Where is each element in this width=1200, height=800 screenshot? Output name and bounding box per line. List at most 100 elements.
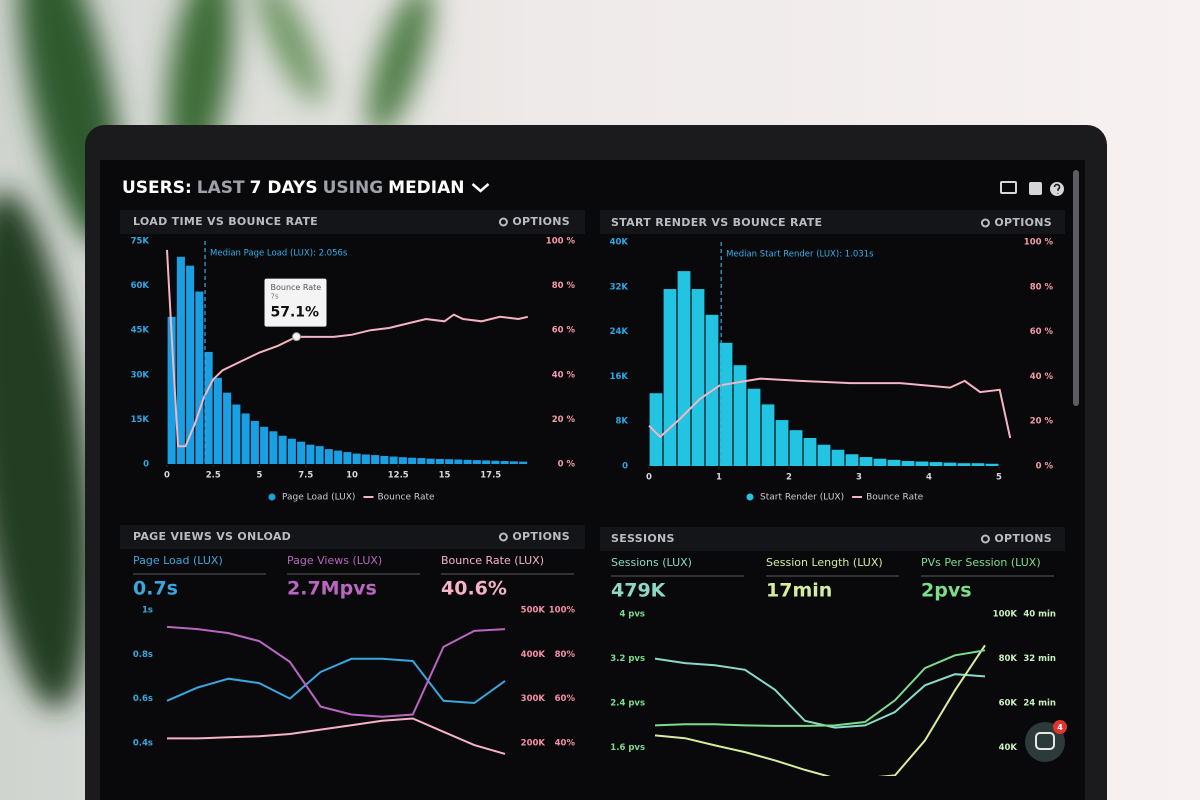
legend-label: Bounce Rate (377, 493, 435, 503)
histogram-bar (324, 449, 333, 464)
panel-title: PAGE VIEWS VS ONLOAD (133, 530, 291, 543)
histogram-bar (482, 460, 491, 464)
y-tick-label: 8K (615, 417, 628, 427)
tooltip-title: Bounce Rate (271, 283, 322, 292)
y-tick-label: 16K (610, 372, 629, 382)
scrollbar[interactable] (1073, 170, 1079, 406)
stat-label: PVs Per Session (LUX) (921, 556, 1041, 569)
y2-tick-label: 60 % (1030, 327, 1054, 337)
x-tick-label: 2.5 (206, 471, 221, 481)
histogram-bar (803, 438, 817, 466)
y-tick-label: 30K (131, 370, 150, 380)
histogram-bar (232, 404, 241, 464)
y-tick-label: 60K (131, 281, 150, 291)
y-tick-label: 0.6s (133, 694, 153, 704)
histogram-bar (352, 453, 361, 464)
monitor-icon[interactable] (1000, 181, 1017, 194)
page-title: USERS: LAST 7 DAYS USING MEDIAN (122, 178, 465, 198)
range-dropdown[interactable] (471, 183, 490, 193)
options-gear[interactable] (980, 534, 990, 544)
help-icon[interactable] (1050, 182, 1064, 196)
stat-value: 17min (766, 580, 832, 602)
stat-value: 40.6% (441, 578, 507, 600)
histogram-bar (213, 377, 222, 464)
stat-value: 2pvs (921, 580, 972, 602)
line-series (654, 657, 986, 729)
x-tick-label: 12.5 (388, 471, 409, 481)
options-gear[interactable] (498, 532, 508, 542)
x-tick-label: 4 (926, 473, 932, 483)
y-tick-label: 1s (142, 606, 153, 616)
y2-tick-label: 80 % (1030, 282, 1054, 292)
histogram-bar (761, 404, 775, 466)
y2-tick-label: 500K (521, 606, 546, 616)
y3-tick-label: 60% (555, 694, 576, 704)
histogram-bar (269, 431, 278, 464)
y2-tick-label: 0 % (1036, 462, 1054, 472)
y2-tick-label: 100 % (1024, 238, 1054, 248)
options-gear[interactable] (498, 217, 508, 227)
panel-title: SESSIONS (611, 532, 675, 545)
share-icon[interactable] (1029, 182, 1042, 195)
title-part: LAST (197, 178, 245, 198)
histogram-bar (315, 446, 324, 464)
y2-tick-label: 100 % (546, 237, 576, 247)
line-series (166, 249, 529, 448)
histogram-bar (361, 454, 370, 464)
y-tick-label: 32K (610, 282, 629, 292)
histogram-bar (509, 461, 518, 464)
histogram-bar (747, 388, 761, 466)
histogram-bar (663, 289, 677, 466)
options-button[interactable]: OPTIONS (512, 530, 570, 543)
histogram-bar (398, 457, 407, 464)
options-button[interactable]: OPTIONS (994, 532, 1052, 545)
histogram-bar (691, 289, 705, 466)
stat-label: Page Load (LUX) (133, 554, 223, 567)
stat-value: 2.7Mpvs (287, 578, 377, 600)
options-button[interactable]: OPTIONS (994, 216, 1052, 229)
chat-icon (1035, 732, 1055, 750)
histogram-bar (250, 420, 259, 464)
line-series (654, 644, 986, 776)
x-tick-label: 3 (856, 473, 862, 483)
histogram-bar (649, 393, 663, 466)
chat-button[interactable] (1025, 722, 1065, 762)
options-button[interactable]: OPTIONS (512, 215, 570, 228)
panel-title: START RENDER VS BOUNCE RATE (611, 216, 822, 229)
histogram-bar (859, 457, 873, 466)
y-tick-label: 75K (131, 237, 150, 247)
histogram-bar (491, 460, 500, 464)
x-tick-label: 7.5 (298, 471, 313, 481)
histogram-bar (334, 450, 343, 464)
histogram-bar (186, 265, 195, 464)
legend-label: Start Render (LUX) (760, 493, 844, 503)
histogram-bar (380, 455, 389, 464)
histogram-bar (901, 460, 915, 466)
tooltip-value: 57.1% (271, 305, 320, 321)
y-tick-label: 45K (131, 326, 150, 336)
y2-tick-label: 300K (521, 694, 546, 704)
title-part: 7 DAYS (250, 178, 318, 198)
title-part: USING (323, 178, 384, 198)
panel-header-bg (600, 527, 1065, 551)
y-tick-label: 0 (622, 462, 628, 472)
histogram-bar (297, 441, 306, 464)
histogram-bar (733, 365, 747, 466)
histogram-bar (426, 458, 435, 464)
histogram-bar (306, 444, 315, 464)
line-series (167, 717, 506, 755)
tooltip-point (292, 332, 301, 342)
x-tick-label: 5 (996, 473, 1002, 483)
y3-tick-label: 100% (549, 606, 576, 616)
histogram-bar (719, 342, 733, 466)
y3-tick-label: 32 min (1023, 654, 1056, 664)
x-tick-label: 0 (164, 471, 170, 481)
histogram-bar (278, 435, 287, 464)
line-series (166, 657, 506, 705)
options-gear[interactable] (980, 218, 990, 228)
x-tick-label: 1 (716, 473, 722, 483)
line-series (654, 649, 986, 727)
histogram-bar (845, 454, 859, 466)
stat-value: 479K (611, 580, 667, 602)
